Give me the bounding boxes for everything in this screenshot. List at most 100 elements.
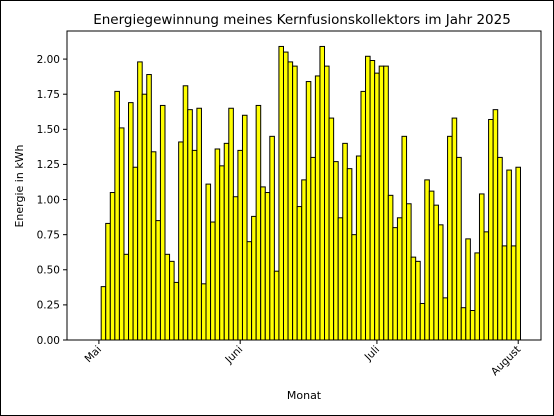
y-tick-label: 0.25	[37, 300, 60, 312]
bar	[342, 142, 348, 341]
bar	[447, 135, 453, 341]
bar	[346, 168, 353, 341]
bar	[187, 109, 193, 341]
bar	[200, 283, 207, 341]
x-axis: Mai Juni Juli August	[83, 340, 523, 378]
y-tick-label: 1.00	[37, 194, 60, 206]
bar	[214, 148, 221, 341]
bar	[100, 286, 107, 341]
bar	[210, 221, 216, 341]
bar	[406, 203, 412, 341]
bar	[465, 238, 471, 341]
bar	[333, 161, 339, 341]
bar	[118, 127, 125, 341]
bar	[219, 165, 225, 341]
bar	[410, 256, 417, 341]
x-tick-label: Juni	[222, 344, 245, 367]
bar	[241, 114, 248, 341]
y-tick-label: 1.50	[37, 124, 60, 136]
bar	[132, 166, 139, 341]
bar	[460, 307, 467, 341]
bar	[269, 135, 275, 341]
bar	[314, 75, 321, 341]
bar	[506, 169, 512, 341]
bar	[251, 215, 257, 341]
bar	[360, 90, 367, 341]
bar	[424, 179, 430, 341]
bar	[419, 302, 426, 341]
y-axis-label: Energie in kWh	[13, 144, 26, 227]
y-tick-label: 2.00	[37, 54, 60, 66]
y-tick-label: 0.00	[37, 335, 60, 347]
bar	[169, 260, 175, 341]
bar	[159, 104, 166, 341]
bar	[483, 231, 490, 341]
bar	[337, 217, 344, 341]
bar	[292, 65, 298, 341]
bar	[351, 234, 357, 341]
bar	[205, 183, 212, 341]
bar	[150, 151, 157, 341]
bar	[287, 61, 294, 341]
bar	[510, 245, 517, 341]
chart-title: Energiegewinnung meines Kernfusionskolle…	[93, 12, 511, 28]
bar	[191, 149, 198, 341]
bar	[497, 156, 503, 341]
x-tick-label: Mai	[83, 344, 105, 366]
bar	[260, 186, 266, 341]
bar	[433, 204, 439, 341]
x-axis-label: Monat	[287, 389, 322, 402]
bar	[374, 72, 380, 341]
bar	[128, 102, 134, 341]
bar	[282, 51, 289, 341]
y-tick-label: 0.50	[37, 265, 60, 277]
bar	[365, 55, 371, 341]
bar	[178, 141, 184, 341]
bar	[109, 192, 116, 341]
bar	[392, 227, 398, 341]
bar	[228, 107, 234, 341]
bar	[478, 193, 485, 341]
bar	[387, 194, 394, 341]
bar	[246, 241, 253, 341]
bar	[196, 107, 202, 341]
bar	[396, 217, 403, 341]
bar	[173, 281, 180, 341]
bar	[232, 196, 239, 341]
bar	[310, 156, 316, 341]
bars-group	[100, 45, 521, 341]
bar	[141, 93, 148, 341]
bar	[305, 81, 312, 341]
y-tick-label: 0.75	[37, 229, 60, 241]
bar	[437, 224, 444, 341]
x-tick-label: Juli	[362, 344, 382, 364]
bar	[451, 117, 458, 341]
bar	[105, 222, 111, 341]
bar	[488, 118, 494, 341]
bar	[264, 192, 271, 341]
bar	[383, 65, 389, 341]
y-tick-label: 1.75	[37, 89, 60, 101]
plot-area-border	[66, 30, 542, 341]
bar	[501, 245, 508, 341]
bar	[474, 252, 480, 341]
bar	[369, 60, 376, 341]
y-axis: 0.00 0.25 0.50 0.75 1.00 1.25 1.50 1.75 2.00	[37, 54, 67, 347]
bar	[114, 90, 120, 341]
bar	[223, 142, 230, 341]
bar	[415, 260, 421, 341]
x-tick-label: August	[489, 344, 523, 378]
bar	[319, 45, 326, 341]
bar	[328, 117, 335, 341]
bar	[237, 149, 243, 341]
bar	[492, 109, 499, 341]
bar	[182, 85, 189, 341]
bar	[137, 61, 143, 341]
bar	[123, 253, 130, 341]
bar	[273, 270, 280, 341]
bar	[155, 220, 161, 341]
bar	[378, 65, 385, 341]
bar	[401, 135, 408, 341]
